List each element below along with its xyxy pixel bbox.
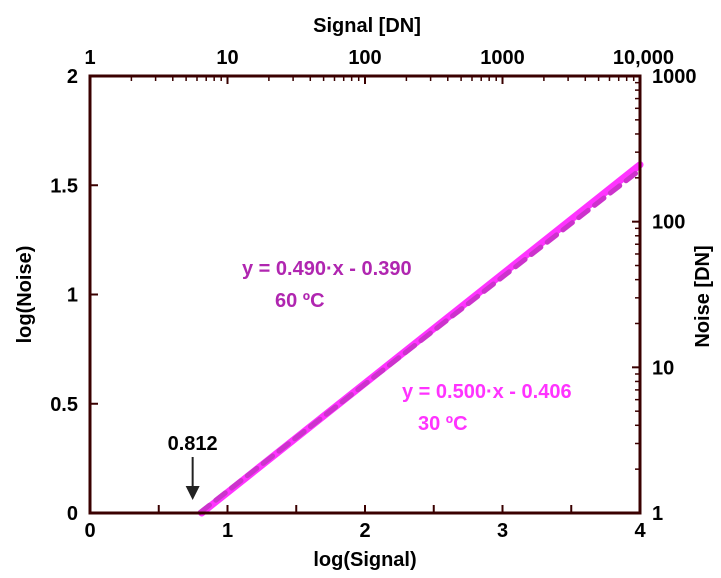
y-tick-label: 0 bbox=[67, 503, 78, 525]
x-tick-label: 2 bbox=[359, 520, 370, 542]
y-tick-label: 0.5 bbox=[50, 394, 78, 416]
y-tick-label: 1.5 bbox=[50, 175, 78, 197]
y-tick-label: 2 bbox=[67, 66, 78, 88]
top-tick-label: 1000 bbox=[480, 47, 525, 69]
temperature-label-30c: 30 ºC bbox=[418, 413, 468, 435]
fit-label-60c: y = 0.490·x - 0.390 bbox=[242, 258, 412, 280]
chart-marks: 0 1 2 3 400.511.521 10 100 1000 10,0001101001000… bbox=[50, 47, 696, 542]
right-tick-label: 100 bbox=[652, 212, 685, 234]
x-tick-label: 3 bbox=[497, 520, 508, 542]
intercept-arrow-head bbox=[185, 486, 200, 500]
y-tick-label: 1 bbox=[67, 285, 78, 307]
fit-label-30c: y = 0.500·x - 0.406 bbox=[402, 381, 572, 403]
plot-frame bbox=[88, 74, 642, 515]
intercept-label: 0.812 bbox=[168, 433, 218, 455]
temperature-label-60c: 60 ºC bbox=[275, 290, 325, 312]
series-line bbox=[197, 167, 643, 516]
right-tick-label: 10 bbox=[652, 357, 674, 379]
right-tick-label: 1 bbox=[652, 503, 663, 525]
x-axis-title: log(Signal) bbox=[313, 549, 416, 571]
x-tick-label: 1 bbox=[222, 520, 233, 542]
x-tick-label: 4 bbox=[634, 520, 646, 542]
top-tick-label: 10,000 bbox=[613, 47, 674, 69]
x-tick-label: 0 bbox=[84, 520, 95, 542]
top-tick-label: 100 bbox=[348, 47, 381, 69]
top-tick-label: 10 bbox=[216, 47, 238, 69]
top-axis-title: Signal [DN] bbox=[313, 15, 421, 37]
right-tick-label: 1000 bbox=[652, 66, 697, 88]
y-axis-title: log(Noise) bbox=[14, 246, 36, 344]
right-axis-title: Noise [DN] bbox=[692, 245, 714, 347]
top-tick-label: 1 bbox=[84, 47, 95, 69]
